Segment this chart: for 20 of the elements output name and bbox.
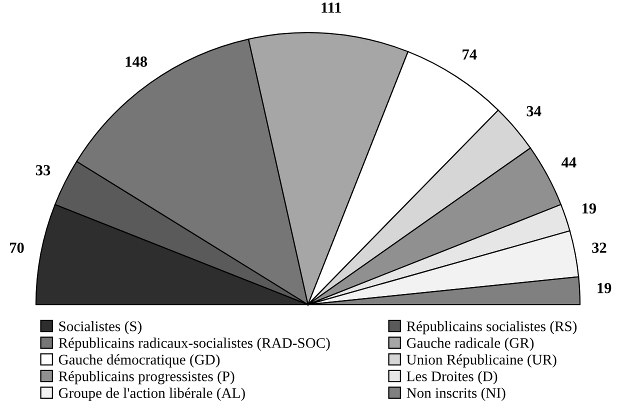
legend-label: Gauche démocratique (GD) bbox=[58, 354, 220, 368]
data-label: 19 bbox=[598, 282, 612, 294]
legend-label: Non inscrits (NI) bbox=[406, 388, 506, 401]
legend-label: Républicains socialistes (RS) bbox=[406, 320, 577, 334]
data-label: 19 bbox=[582, 203, 596, 214]
legend-label: Groupe de l'action libérale (AL) bbox=[58, 388, 245, 401]
data-label: 33 bbox=[36, 165, 50, 176]
legend-label: Républicains progressistes (P) bbox=[58, 370, 234, 384]
data-label: 32 bbox=[592, 242, 606, 253]
legend-label: Socialistes (S) bbox=[59, 320, 142, 334]
data-label: 34 bbox=[526, 106, 542, 116]
data-label: 74 bbox=[462, 49, 477, 60]
legend-label: Gauche radicale (GR) bbox=[406, 338, 534, 351]
data-label: 148 bbox=[126, 56, 148, 67]
legend-label: Républicains radicaux-socialistes (RAD-SOC) bbox=[58, 338, 330, 351]
legend-label: Les Droites (D) bbox=[406, 371, 498, 384]
data-label: 70 bbox=[10, 242, 24, 253]
legend-label: Union Républicaine (UR) bbox=[406, 354, 556, 368]
data-label: 111 bbox=[322, 2, 341, 13]
data-label: 44 bbox=[561, 157, 576, 168]
